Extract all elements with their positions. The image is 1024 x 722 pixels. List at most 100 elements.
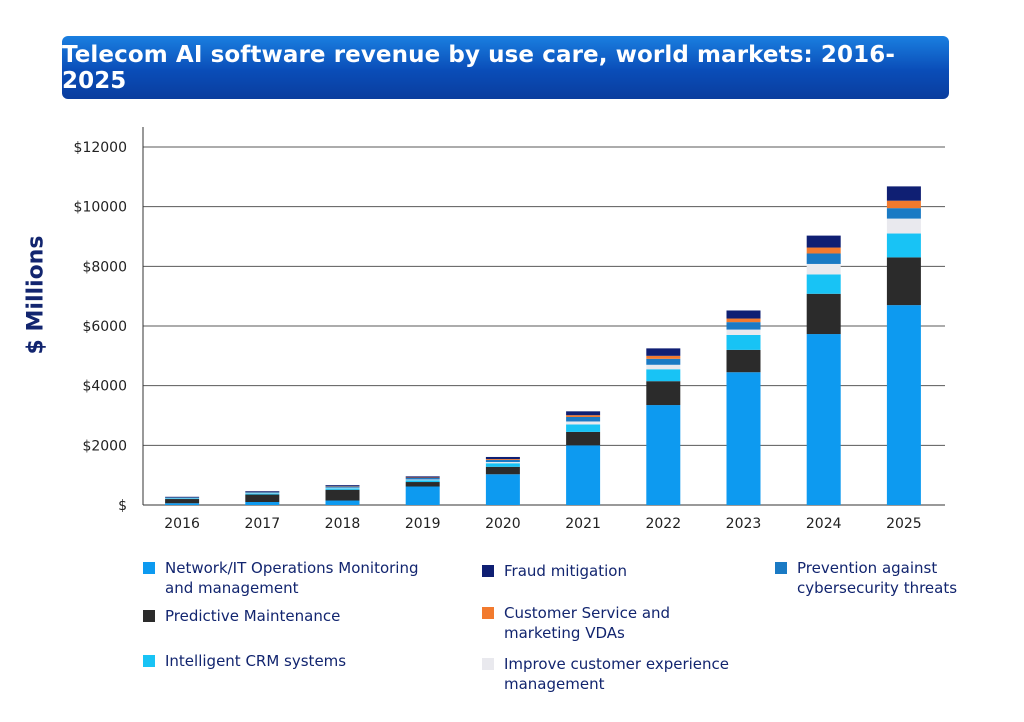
x-tick-label: 2025 [886,516,922,532]
bar-segment-2020-s3 [485,462,520,464]
legend-swatch [143,610,155,622]
bar-segment-2023-s3 [726,329,761,335]
legend-label: Prevention against cybersecurity threats [797,559,958,597]
bar-segment-2021-s0 [566,445,601,505]
bar-segment-2023-s5 [726,318,761,323]
bar-segment-2021-s6 [566,411,601,416]
y-tick-label: $10000 [74,200,127,216]
bar-segment-2020-s0 [485,474,520,505]
bar-segment-2025-s1 [886,257,921,306]
bar-segment-2016-s2 [165,498,200,500]
bar-segment-2024-s2 [806,274,841,294]
bar-segment-2017-s6 [245,491,280,492]
legend-label: Predictive Maintenance [165,607,341,625]
x-tick-label: 2018 [325,516,361,532]
bar-segment-2022-s3 [646,364,681,370]
bar-segment-2020-s4 [485,459,520,463]
bar-segment-2023-s4 [726,322,761,330]
bar-segment-2022-s1 [646,381,681,406]
bar-segment-2022-s4 [646,358,681,365]
legend-label: Customer Service and marketing VDAs [504,604,671,642]
bar-segment-2018-s4 [325,486,360,488]
y-tick-label: $4000 [82,379,127,395]
bar-segment-2025-s2 [886,233,921,258]
bar-segment-2019-s0 [405,486,440,505]
x-tick-label: 2017 [244,516,280,532]
bar-segment-2019-s1 [405,482,440,487]
bar-segment-2017-s1 [245,494,280,503]
bar-segment-2021-s3 [566,421,601,425]
bar-segment-2019-s2 [405,480,440,483]
legend-swatch [775,562,787,574]
bar-segment-2018-s1 [325,489,360,501]
x-tick-label: 2019 [405,516,441,532]
bar-segment-2023-s2 [726,334,761,350]
bar-segment-2018-s6 [325,485,360,487]
bar-segment-2016-s0 [165,503,200,505]
bar-segment-2021-s5 [566,415,601,417]
x-tick-label: 2022 [645,516,681,532]
bar-segment-2020-s6 [485,456,520,460]
bar-segment-2024-s0 [806,334,841,505]
legend-item-fraud-mitigation: Fraud mitigation [482,561,627,581]
bar-segment-2018-s0 [325,500,360,505]
bar-segment-2016-s6 [165,496,200,498]
bar-segment-2023-s0 [726,372,761,505]
bar-segment-2022-s0 [646,405,681,505]
y-tick-label: $8000 [82,259,127,275]
y-tick-label: $ [118,498,127,514]
bar-segment-2023-s6 [726,310,761,319]
x-tick-label: 2020 [485,516,521,532]
bar-segment-2022-s5 [646,355,681,359]
bar-segment-2024-s4 [806,253,841,264]
bar-segment-2017-s4 [245,492,280,494]
legend-label: Fraud mitigation [504,562,627,580]
bar-segment-2025-s3 [886,218,921,234]
legend-swatch [143,562,155,574]
bar-segment-2025-s6 [886,186,921,201]
bar-segment-2019-s3 [405,479,440,481]
legend-label: Improve customer experience management [504,655,729,693]
bar-segment-2021-s1 [566,431,601,446]
y-tick-label: $6000 [82,319,127,335]
x-tick-label: 2024 [806,516,842,532]
bar-segment-2016-s4 [165,497,200,499]
legend-swatch [143,655,155,667]
legend-item-customer-experience: Improve customer experience management [482,654,729,694]
x-tick-label: 2016 [164,516,200,532]
legend-item-cybersecurity: Prevention against cybersecurity threats [775,558,957,598]
bar-segment-2017-s2 [245,493,280,495]
bar-segment-2023-s1 [726,349,761,373]
bar-segment-2022-s2 [646,369,681,382]
y-tick-label: $2000 [82,438,127,454]
bar-segment-2018-s3 [325,487,360,489]
x-tick-label: 2021 [565,516,601,532]
y-tick-label: $12000 [74,140,127,156]
bar-segment-2020-s2 [485,463,520,467]
chart-title: Telecom AI software revenue by use care,… [62,36,949,99]
bar-segment-2024-s1 [806,293,841,335]
bar-segment-2021-s4 [566,416,601,422]
legend-item-intelligent-crm: Intelligent CRM systems [143,651,346,671]
bar-segment-2018-s2 [325,488,360,490]
bar-segment-2025-s4 [886,208,921,219]
bar-segment-2024-s6 [806,235,841,248]
legend-label: Intelligent CRM systems [165,652,347,670]
legend-item-predictive-maintenance: Predictive Maintenance [143,606,340,626]
bar-segment-2025-s0 [886,305,921,505]
legend-swatch [482,565,494,577]
bar-segment-2019-s6 [405,476,440,478]
bar-segment-2022-s6 [646,348,681,356]
bar-segment-2021-s2 [566,424,601,432]
bar-segment-2024-s5 [806,247,841,254]
legend-swatch [482,607,494,619]
bar-segment-2017-s0 [245,502,280,505]
bar-segment-2016-s1 [165,499,200,504]
bar-segment-2020-s5 [485,459,520,460]
x-tick-label: 2023 [726,516,762,532]
legend-swatch [482,658,494,670]
bar-segment-2020-s1 [485,466,520,475]
bar-segment-2024-s3 [806,263,841,275]
legend-item-network-ops: Network/IT Operations Monitoring and man… [143,558,418,598]
